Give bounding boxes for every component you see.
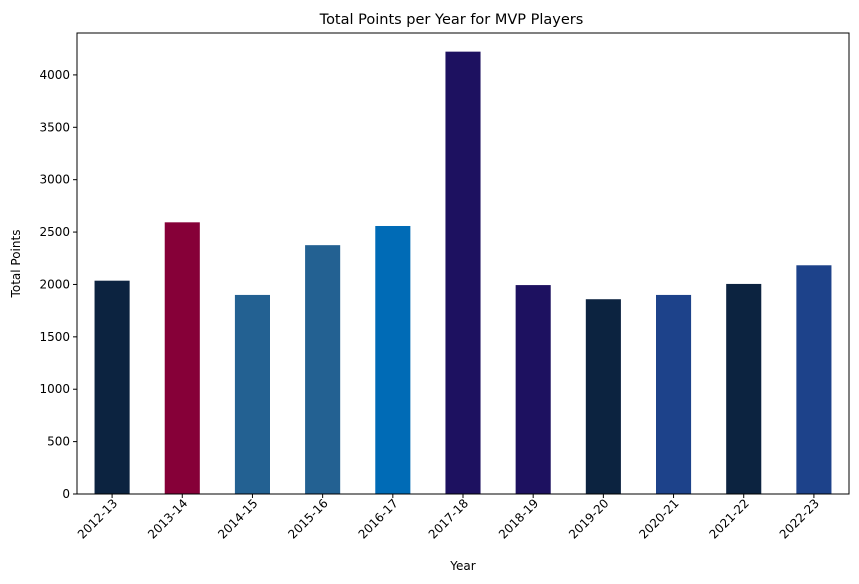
x-tick-label: 2013-14 <box>145 496 190 541</box>
bar <box>305 245 341 494</box>
bar <box>656 294 692 494</box>
y-tick-label: 1000 <box>39 382 70 396</box>
bar <box>164 222 200 494</box>
bar <box>796 265 832 494</box>
y-tick-label: 3000 <box>39 173 70 187</box>
y-tick-label: 2500 <box>39 225 70 239</box>
y-tick-label: 3500 <box>39 120 70 134</box>
x-tick-label: 2015-16 <box>285 496 330 541</box>
y-axis-title: Total Points <box>9 230 23 299</box>
y-tick-label: 2000 <box>39 277 70 291</box>
y-tick-label: 0 <box>62 487 70 501</box>
x-tick-label: 2022-23 <box>777 496 822 541</box>
bar <box>445 51 481 495</box>
y-tick-label: 500 <box>47 435 70 449</box>
x-tick-label: 2020-21 <box>636 496 681 541</box>
x-tick-label: 2016-17 <box>356 496 401 541</box>
plot-area: 0 500 1000 1500 2000 2500 3000 3500 4000 2012-13 2… <box>39 51 832 542</box>
plot-frame <box>76 32 850 495</box>
x-tick-label: 2019-20 <box>566 496 611 541</box>
x-axis-title: Year <box>449 559 475 573</box>
x-tick-label: 2012-13 <box>75 496 120 541</box>
bar <box>234 294 270 494</box>
bar <box>515 285 551 494</box>
bar <box>375 225 411 494</box>
y-tick-label: 4000 <box>39 68 70 82</box>
x-tick-label: 2017-18 <box>426 496 471 541</box>
bar <box>94 280 130 494</box>
chart-title: Total Points per Year for MVP Players <box>319 12 584 28</box>
bar <box>726 283 762 494</box>
y-tick-label: 1500 <box>39 330 70 344</box>
x-tick-label: 2018-19 <box>496 496 541 541</box>
x-tick-label: 2014-15 <box>215 496 260 541</box>
bar <box>585 299 621 494</box>
x-tick-label: 2021-22 <box>706 496 751 541</box>
